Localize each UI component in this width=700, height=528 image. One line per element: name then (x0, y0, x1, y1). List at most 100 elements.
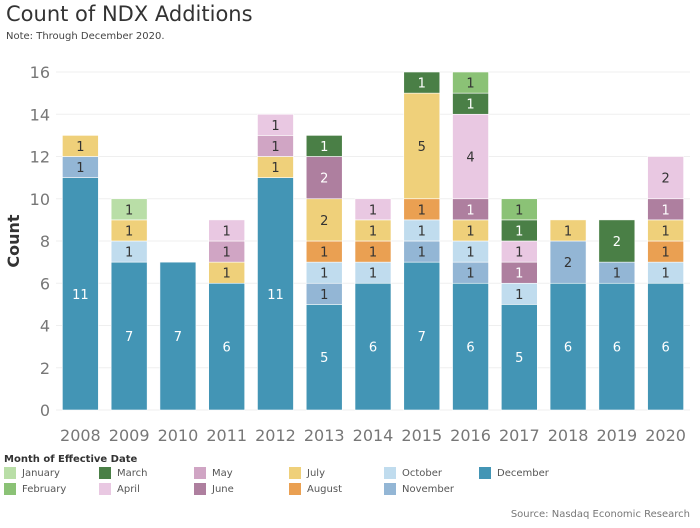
bar-segment-march (403, 71, 441, 94)
data-label: 1 (223, 246, 231, 261)
data-label: 1 (369, 203, 377, 218)
bar-segment-february (501, 198, 538, 221)
bar-segment-march (305, 135, 343, 157)
data-label: 1 (466, 246, 474, 261)
data-label: 1 (661, 267, 669, 282)
data-label: 6 (564, 341, 572, 356)
bar-segment-december (403, 261, 441, 411)
data-label: 1 (223, 267, 231, 282)
legend-item-august[interactable]: August (289, 483, 342, 495)
bar-segment-december (62, 177, 99, 411)
data-label: 1 (223, 224, 231, 239)
data-label: 1 (271, 140, 279, 155)
y-tick-label: 6 (40, 274, 50, 293)
x-tick-label: 2017 (499, 426, 540, 445)
data-label: 2 (613, 235, 621, 250)
y-tick-label: 4 (40, 317, 50, 336)
legend-item-december[interactable]: December (479, 467, 549, 479)
legend-label: February (22, 483, 67, 495)
data-label: 1 (466, 224, 474, 239)
data-label: 6 (466, 341, 474, 356)
legend-swatch (99, 467, 111, 479)
legend-item-june[interactable]: June (194, 483, 234, 495)
bar-segment-december (110, 261, 148, 411)
legend-item-march[interactable]: March (99, 467, 147, 479)
x-tick-label: 2008 (60, 426, 101, 445)
bar-segment-december (598, 282, 636, 411)
data-label: 1 (369, 224, 377, 239)
bar-segment-april (208, 219, 245, 242)
data-label: 5 (418, 140, 426, 155)
bar-segment-january (110, 198, 148, 221)
data-label: 1 (661, 203, 669, 218)
data-label: 1 (515, 203, 523, 218)
x-tick-label: 2011 (206, 426, 247, 445)
legend-swatch (99, 483, 111, 495)
legend-item-july[interactable]: July (289, 467, 325, 479)
legend-item-february[interactable]: February (4, 483, 66, 495)
legend-label: April (117, 483, 140, 495)
bar-segment-april (354, 198, 392, 221)
legend-swatch (289, 483, 301, 495)
y-axis-label: Count (4, 214, 23, 268)
bar-segment-december (501, 304, 538, 411)
legend-swatch (194, 483, 206, 495)
bar-segment-april (452, 113, 489, 200)
legend-label: March (117, 467, 148, 479)
data-label: 1 (515, 267, 523, 282)
data-label: 7 (125, 330, 133, 345)
data-label: 5 (515, 351, 523, 366)
data-label: 2 (320, 172, 328, 187)
legend-label: July (307, 467, 325, 479)
data-label: 1 (466, 203, 474, 218)
legend-label: August (307, 483, 342, 495)
x-tick-label: 2016 (450, 426, 491, 445)
legend-swatch (479, 467, 491, 479)
data-label: 1 (320, 246, 328, 261)
data-label: 1 (320, 288, 328, 303)
bar-segment-december (354, 282, 392, 411)
data-label: 6 (613, 341, 621, 356)
data-label: 1 (369, 267, 377, 282)
data-label: 1 (564, 224, 572, 239)
bar-segment-december (305, 304, 343, 411)
x-tick-label: 2010 (158, 426, 199, 445)
legend-title: Month of Effective Date (4, 454, 138, 465)
legend-item-january[interactable]: January (4, 467, 60, 479)
bar-segment-july (549, 219, 587, 242)
data-label: 2 (564, 256, 572, 271)
data-label: 1 (466, 77, 474, 92)
legend-label: January (22, 467, 60, 479)
data-label: 11 (267, 288, 284, 303)
bar-segment-february (452, 71, 489, 94)
x-tick-label: 2020 (645, 426, 686, 445)
y-tick-label: 10 (30, 190, 50, 209)
x-tick-label: 2012 (255, 426, 296, 445)
y-tick-label: 14 (30, 105, 50, 124)
bar-segment-june (305, 156, 343, 200)
data-label: 1 (76, 161, 84, 176)
bar-segment-april (257, 113, 294, 136)
data-label: 1 (515, 288, 523, 303)
legend-item-april[interactable]: April (99, 483, 140, 495)
data-label: 1 (125, 203, 133, 218)
data-label: 2 (320, 214, 328, 229)
data-label: 4 (466, 151, 474, 166)
legend-item-october[interactable]: October (384, 467, 442, 479)
legend-swatch (4, 483, 16, 495)
data-label: 1 (320, 267, 328, 282)
data-label: 1 (125, 246, 133, 261)
data-label: 6 (369, 341, 377, 356)
legend-item-november[interactable]: November (384, 483, 454, 495)
x-tick-label: 2019 (596, 426, 637, 445)
data-label: 6 (223, 341, 231, 356)
data-label: 1 (466, 98, 474, 113)
data-label: 1 (418, 246, 426, 261)
data-label: 1 (76, 140, 84, 155)
bar-segment-april (647, 156, 684, 200)
bar-segment-december (208, 282, 245, 411)
legend-swatch (4, 467, 16, 479)
data-label: 11 (72, 288, 89, 303)
legend-item-may[interactable]: May (194, 467, 233, 479)
